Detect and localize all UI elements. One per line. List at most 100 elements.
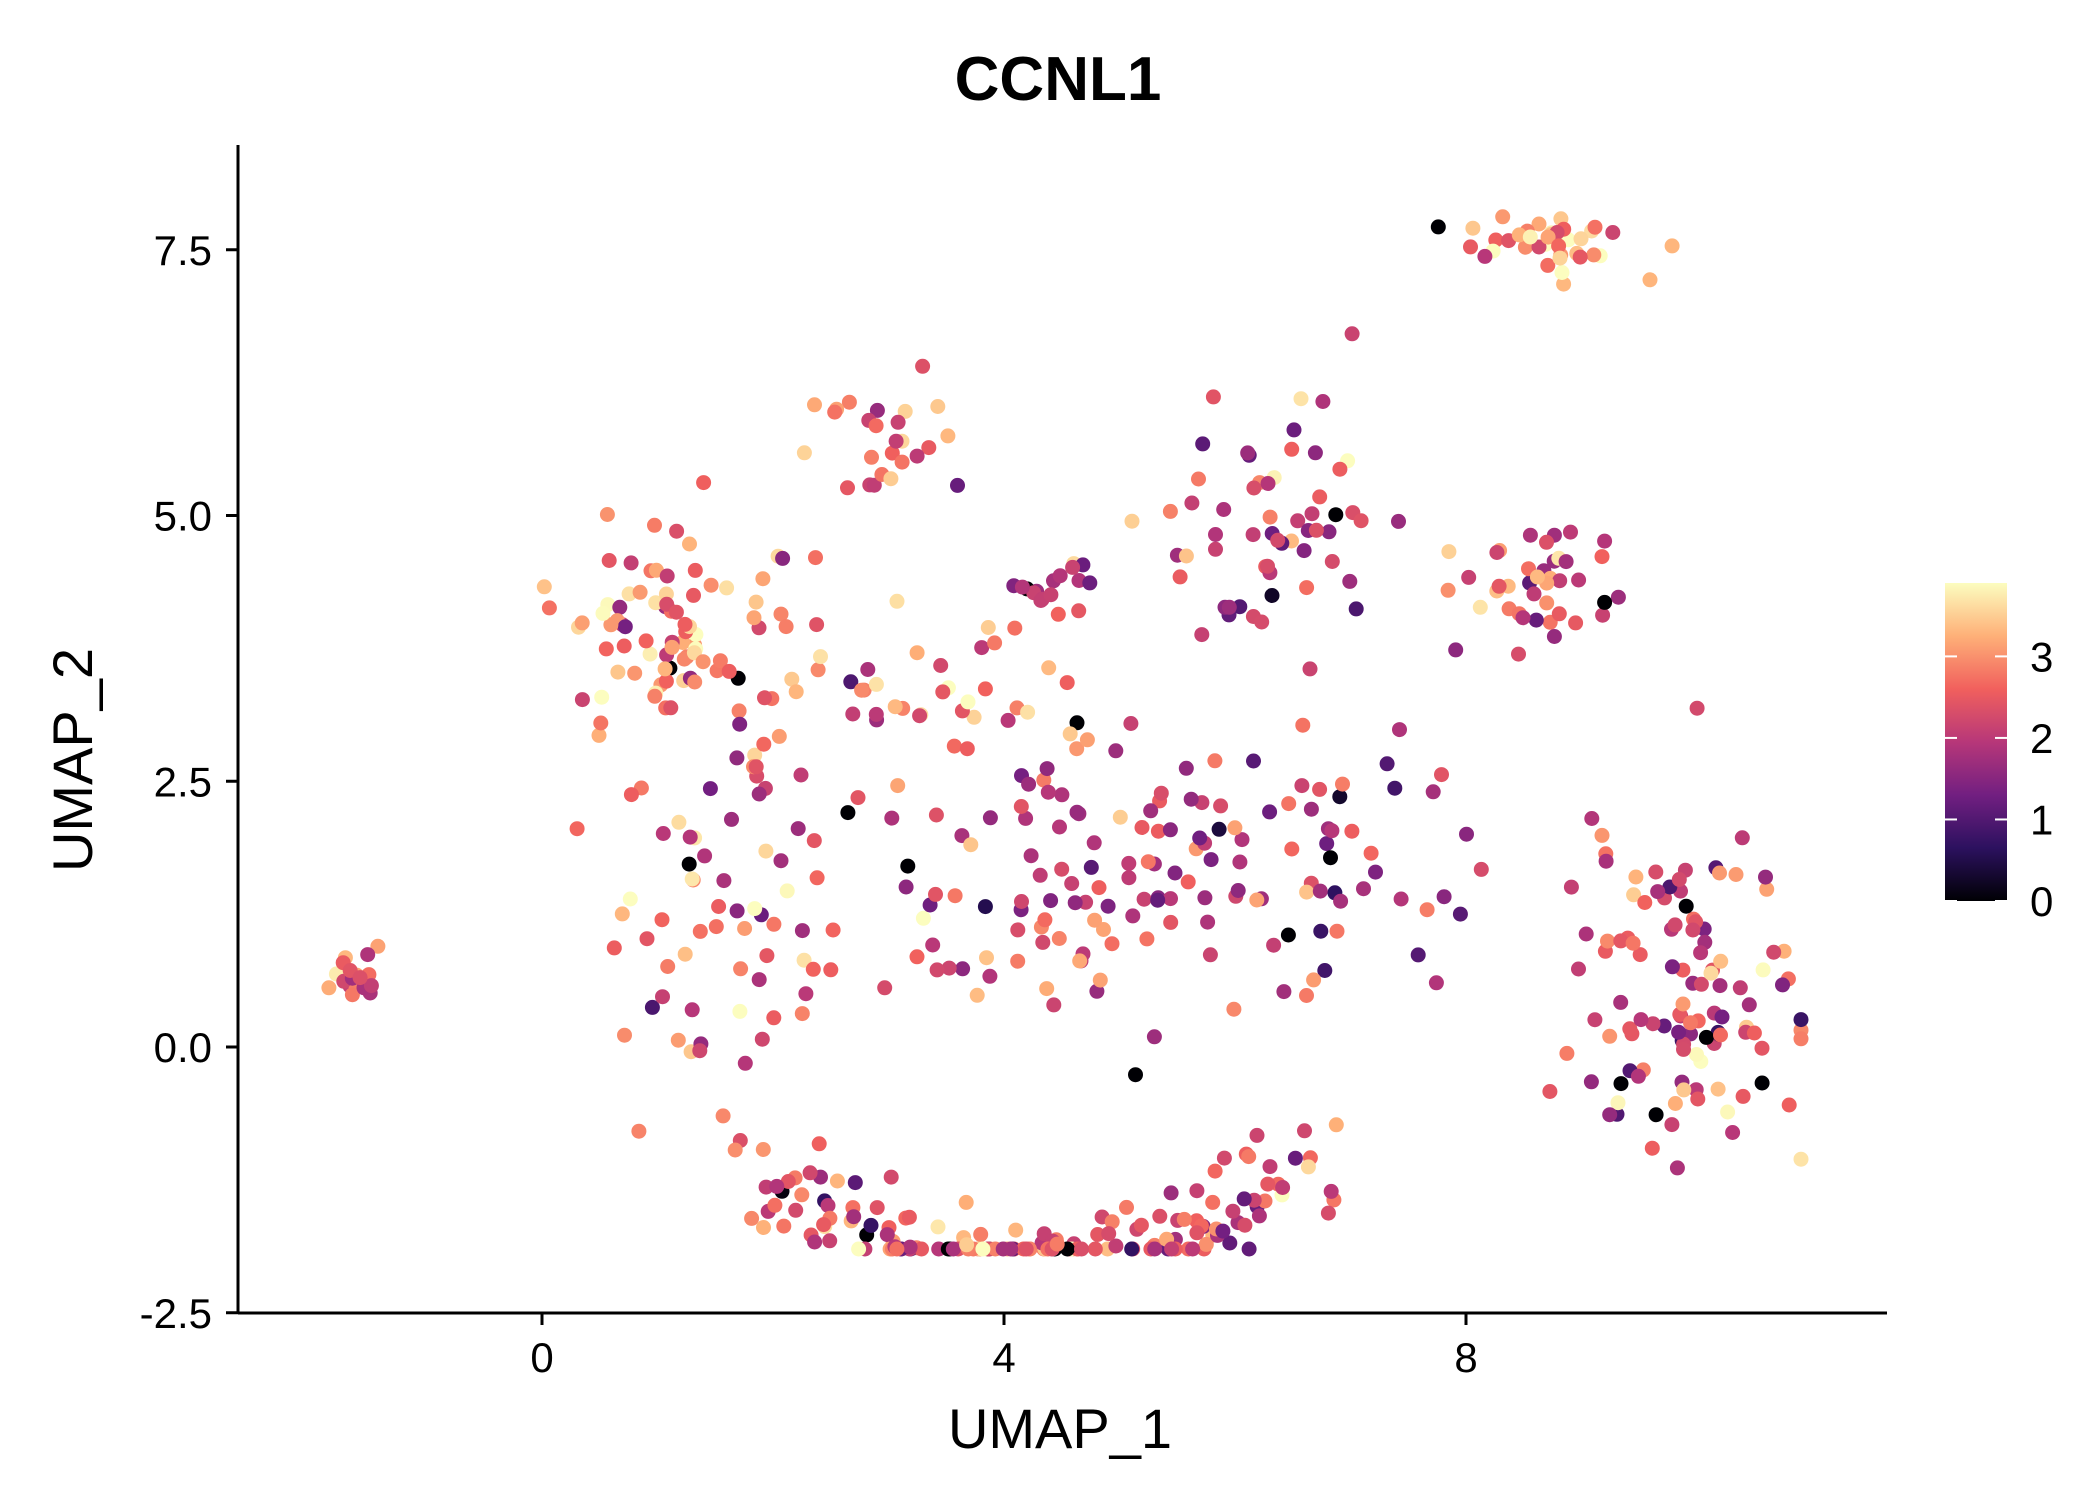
- data-point: [846, 1209, 862, 1225]
- data-point: [1036, 772, 1052, 788]
- data-point: [790, 821, 806, 837]
- data-point: [1236, 1191, 1252, 1207]
- data-point: [1324, 554, 1340, 569]
- data-point: [1227, 820, 1243, 836]
- data-point: [1755, 962, 1771, 978]
- data-point: [1342, 573, 1358, 589]
- data-point: [1069, 741, 1085, 757]
- data-point: [1628, 869, 1644, 885]
- data-point: [1208, 541, 1223, 557]
- data-point: [744, 1210, 760, 1226]
- data-point: [930, 1219, 946, 1235]
- data-point: [1430, 219, 1446, 235]
- data-point: [810, 662, 826, 678]
- data-point: [747, 901, 763, 917]
- colorbar-ticks: 0 1 2 3: [1945, 633, 2053, 925]
- data-point: [1595, 607, 1611, 623]
- data-point: [721, 663, 737, 679]
- data-point: [1323, 1183, 1339, 1199]
- data-point: [1194, 627, 1210, 643]
- colorbar-tick-label: 0: [2030, 878, 2053, 925]
- data-point: [860, 662, 876, 677]
- data-point: [746, 610, 762, 626]
- data-point: [1172, 569, 1188, 585]
- data-point: [748, 594, 764, 610]
- data-point: [1275, 1180, 1291, 1195]
- data-point: [884, 810, 900, 826]
- data-point: [1052, 568, 1068, 584]
- data-point: [1689, 700, 1705, 716]
- data-point: [1124, 1241, 1140, 1257]
- data-point: [1315, 394, 1331, 409]
- data-point: [754, 1031, 770, 1047]
- data-point: [900, 858, 916, 874]
- data-point: [1477, 248, 1493, 264]
- data-point: [759, 948, 775, 964]
- data-point: [321, 980, 337, 996]
- data-point: [692, 923, 708, 939]
- data-point: [1300, 1159, 1316, 1175]
- data-point: [1602, 1107, 1618, 1123]
- data-point: [703, 577, 719, 593]
- data-point: [1667, 1096, 1683, 1111]
- data-point: [1522, 229, 1538, 245]
- data-point: [780, 1174, 796, 1189]
- data-point: [1683, 1015, 1698, 1031]
- data-point: [868, 418, 884, 434]
- data-point: [1572, 249, 1588, 265]
- data-point: [1294, 778, 1310, 794]
- data-point: [1162, 503, 1178, 519]
- data-point: [1249, 1127, 1265, 1143]
- data-point: [863, 1217, 879, 1233]
- data-point: [1216, 1150, 1232, 1166]
- data-point: [756, 1220, 771, 1235]
- data-point: [598, 641, 614, 657]
- data-point: [1221, 599, 1237, 615]
- data-point: [606, 940, 622, 956]
- data-point: [1613, 1076, 1629, 1092]
- data-point: [631, 1123, 647, 1139]
- data-point: [1215, 1223, 1231, 1239]
- data-point: [621, 586, 637, 602]
- data-point: [1597, 533, 1613, 549]
- data-point: [1241, 1149, 1257, 1165]
- data-point: [1522, 527, 1538, 543]
- data-point: [1262, 804, 1278, 820]
- data-point: [569, 821, 585, 837]
- data-point: [921, 440, 937, 456]
- data-point: [681, 856, 697, 872]
- data-point: [1650, 884, 1666, 900]
- data-point: [1419, 902, 1435, 918]
- data-point: [809, 870, 825, 886]
- data-point: [1008, 1222, 1024, 1238]
- data-point: [1712, 865, 1727, 881]
- data-point: [1163, 914, 1179, 930]
- data-point: [1539, 595, 1555, 611]
- data-point: [1675, 996, 1691, 1012]
- data-point: [1793, 1151, 1809, 1167]
- data-point: [822, 1233, 838, 1249]
- data-point: [712, 653, 728, 669]
- data-point: [729, 750, 745, 766]
- data-point: [1698, 1029, 1714, 1045]
- data-point: [946, 738, 962, 754]
- data-point: [1023, 848, 1039, 864]
- data-point: [1014, 894, 1029, 909]
- data-point: [677, 616, 693, 632]
- data-point: [864, 449, 879, 465]
- data-point: [737, 921, 753, 936]
- data-point: [1328, 507, 1344, 523]
- data-point: [884, 445, 900, 461]
- data-point: [1714, 1009, 1730, 1025]
- data-point: [1495, 209, 1511, 225]
- data-point: [1007, 620, 1023, 636]
- data-point: [1324, 823, 1340, 839]
- plot-title: CCNL1: [955, 45, 1162, 114]
- data-point: [1185, 1241, 1201, 1257]
- data-point: [775, 550, 791, 566]
- data-point: [1299, 884, 1315, 900]
- data-point: [657, 661, 673, 677]
- data-point: [574, 615, 590, 631]
- data-point: [654, 912, 670, 928]
- data-point: [1472, 599, 1488, 615]
